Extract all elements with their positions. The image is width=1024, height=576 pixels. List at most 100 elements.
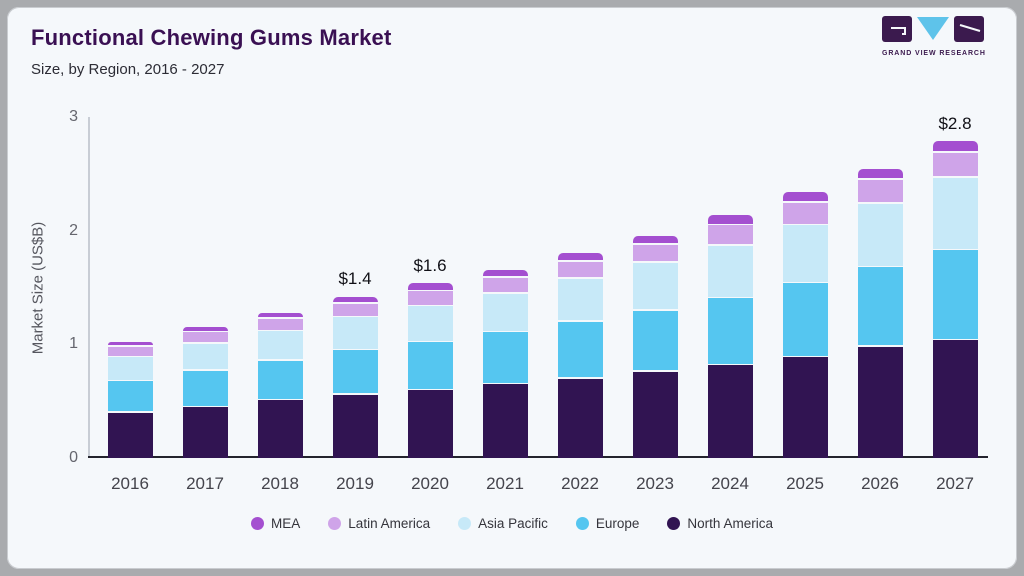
bar-group-2022 [557,251,603,458]
bar-segment-asia-pacific [557,278,603,321]
bar-segment-europe [407,342,453,389]
bar-segment-asia-pacific [632,262,678,310]
value-annotation-2027: $2.8 [938,113,972,133]
bar-group-2017 [182,325,228,458]
bar-group-2025 [782,191,828,458]
bar-segment-asia-pacific [407,306,453,341]
bar-group-2024 [707,214,753,458]
bar-segment-asia-pacific [707,245,753,297]
value-annotation-2019: $1.4 [338,269,372,289]
bar-segment-latin-america [257,318,303,330]
value-annotation-2020: $1.6 [413,255,447,275]
bar-segment-north-america [857,346,903,458]
bar-segment-asia-pacific [857,203,903,266]
bar-segment-europe [632,310,678,371]
legend-swatch-icon [251,517,265,530]
legend-item-mea: MEA [251,516,300,531]
legend-swatch-icon [458,517,472,530]
bar-segment-latin-america [182,332,228,343]
x-axis-label: 2027 [936,474,974,493]
legend-item-north-america: North America [667,516,773,531]
legend-item-latin-america: Latin America [328,516,430,531]
bar-segment-mea [932,141,978,152]
chart-legend: MEA Latin America Asia Pacific Europe North … [0,516,1024,531]
bar-segment-north-america [557,378,603,458]
y-tick-label: 2 [69,221,78,239]
bar-segment-mea [257,312,303,318]
bar-segment-europe [332,350,378,394]
bar-segment-north-america [182,407,228,458]
legend-item-europe: Europe [575,516,640,531]
x-axis-label: 2019 [336,474,374,493]
bar-group-2021 [482,268,528,458]
bar-segment-north-america [932,340,978,458]
y-axis-line [88,117,90,458]
bar-segment-latin-america [707,225,753,245]
bar-group-2027 [932,140,978,458]
bar-segment-asia-pacific [257,331,303,360]
bar-segment-asia-pacific [107,357,153,380]
legend-swatch-icon [667,517,681,530]
logo-v-triangle [917,17,949,40]
x-axis-label: 2018 [261,474,299,493]
bar-segment-asia-pacific [182,343,228,370]
bar-segment-europe [707,298,753,364]
bar-segment-europe [932,250,978,339]
bar-segment-latin-america [632,244,678,262]
x-axis-label: 2025 [786,474,824,493]
bar-group-2026 [857,167,903,458]
bar-group-2019 [332,295,378,458]
bar-segment-latin-america [557,261,603,278]
bar-segment-north-america [707,365,753,458]
bar-segment-mea [407,283,453,290]
bar-segment-north-america [257,400,303,458]
bar-segment-asia-pacific [332,317,378,349]
bar-segment-mea [632,235,678,244]
x-axis-label: 2026 [861,474,899,493]
bar-segment-mea [557,252,603,261]
bar-segment-latin-america [407,291,453,305]
bar-segment-mea [107,342,153,346]
x-axis-line [88,456,988,458]
y-tick-label: 1 [69,335,78,353]
x-axis-label: 2020 [411,474,449,493]
legend-swatch-icon [575,517,589,530]
bar-segment-mea [857,168,903,179]
bar-segment-europe [257,360,303,399]
bar-segment-europe [557,321,603,378]
bar-segment-asia-pacific [782,225,828,282]
gvr-logo: GRAND VIEW RESEARCH [882,16,986,57]
bar-group-2018 [257,311,303,458]
logo-text: GRAND VIEW RESEARCH [882,50,986,57]
bar-segment-europe [482,332,528,383]
x-axis-label: 2023 [636,474,674,493]
bar-segment-europe [857,267,903,346]
bar-segment-north-america [107,412,153,458]
x-axis-label: 2022 [561,474,599,493]
bar-segment-mea [332,296,378,303]
bar-segment-europe [782,283,828,356]
bar-segment-asia-pacific [482,293,528,331]
bar-segment-latin-america [107,346,153,356]
legend-label: North America [687,516,773,531]
legend-label: Latin America [348,516,431,531]
bar-group-2023 [632,234,678,458]
logo-r-block [954,16,984,42]
bar-segment-north-america [782,357,828,458]
bar-segment-latin-america [332,303,378,316]
legend-label: Asia Pacific [478,516,548,531]
page-subtitle: Size, by Region, 2016 - 2027 [31,61,225,78]
legend-label: MEA [271,516,301,531]
legend-label: Europe [595,516,640,531]
bar-segment-north-america [482,384,528,458]
bar-group-2020 [407,282,453,458]
y-tick-label: 3 [69,108,78,125]
x-axis-label: 2017 [186,474,224,493]
bar-segment-latin-america [482,277,528,293]
bar-segment-europe [107,381,153,412]
page-title: Functional Chewing Gums Market [31,25,392,50]
bar-group-2016 [107,341,153,458]
legend-item-asia-pacific: Asia Pacific [458,516,548,531]
bar-segment-mea [782,192,828,202]
logo-r-detail [959,24,981,32]
